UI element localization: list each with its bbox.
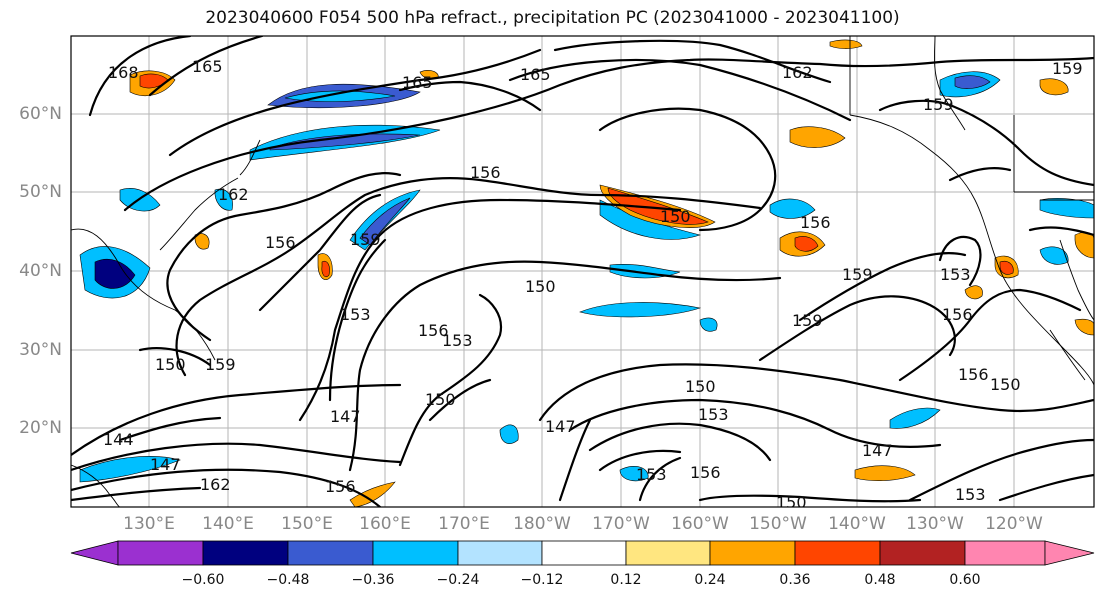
colorbar-tick-label: 0.12	[610, 572, 642, 588]
colorbar-swatch	[117, 540, 204, 566]
contour-label: 162	[782, 63, 813, 82]
contour-label: 150	[525, 277, 556, 296]
colorbar-extend-high	[1044, 540, 1095, 566]
colorbar-tick-label: −0.36	[351, 572, 395, 588]
contour-label: 147	[150, 455, 181, 474]
lon-label: 140°E	[202, 514, 254, 534]
contour-label: 147	[545, 417, 576, 436]
colorbar-swatch	[964, 540, 1046, 566]
contour-label: 156	[958, 365, 989, 384]
contour-label: 159	[205, 355, 236, 374]
contour-label: 159	[792, 311, 823, 330]
contour-labels: 168 165 165 165 162 159 159 162 156 156 …	[103, 57, 1083, 512]
contour-label: 162	[200, 475, 231, 494]
lon-label: 140°W	[828, 514, 886, 534]
lat-label: 40°N	[19, 261, 62, 281]
colorbar-swatch	[541, 540, 627, 566]
contour-label: 156	[800, 213, 831, 232]
colorbar-tick-label: −0.60	[181, 572, 225, 588]
contour-label: 156	[325, 477, 356, 496]
contour-label: 150	[155, 355, 186, 374]
colorbar-tick-label: −0.48	[266, 572, 310, 588]
contour-label: 156	[690, 463, 721, 482]
contours	[71, 36, 1094, 507]
lon-label: 130°E	[123, 514, 175, 534]
colorbar-tick-label: −0.24	[436, 572, 480, 588]
lat-label: 20°N	[19, 418, 62, 438]
contour-label: 159	[842, 265, 873, 284]
lon-label: 150°E	[281, 514, 333, 534]
precip-negative	[79, 71, 1094, 483]
contour-label: 147	[330, 407, 361, 426]
contour-label: 156	[942, 305, 973, 324]
colorbar-swatch	[879, 540, 966, 566]
contour-label: 159	[923, 95, 954, 114]
contour-label: 168	[108, 63, 139, 82]
lon-label: 160°W	[671, 514, 729, 534]
colorbar-swatch	[372, 540, 459, 566]
contour-label: 165	[402, 73, 433, 92]
colorbar-extend-low	[70, 540, 119, 566]
contour-label: 156	[265, 233, 296, 252]
colorbar-tick-label: 0.48	[864, 572, 896, 588]
contour-label: 159	[350, 230, 381, 249]
contour-label: 153	[636, 465, 667, 484]
lon-label: 120°W	[985, 514, 1043, 534]
map-frame	[70, 35, 1095, 508]
colorbar-swatch	[202, 540, 289, 566]
colorbar-swatch	[709, 540, 796, 566]
lon-label: 180°W	[513, 514, 571, 534]
contour-label: 150	[990, 375, 1021, 394]
contour-label: 165	[520, 65, 551, 84]
gridlines	[71, 36, 1094, 507]
contour-label: 153	[955, 485, 986, 504]
lon-label: 160°E	[359, 514, 411, 534]
contour-label: 162	[218, 185, 249, 204]
contour-label: 144	[103, 430, 134, 449]
lon-label: 130°W	[906, 514, 964, 534]
contour-label: 150	[776, 493, 807, 512]
contour-label: 147	[862, 441, 893, 460]
contour-label: 150	[685, 377, 716, 396]
colorbar-tick-label: 0.36	[779, 572, 811, 588]
contour-label: 153	[442, 331, 473, 350]
colorbar-swatch	[625, 540, 711, 566]
colorbar	[70, 540, 1095, 566]
colorbar-swatch	[457, 540, 543, 566]
map-title: 2023040600 F054 500 hPa refract., precip…	[205, 8, 900, 28]
lon-label: 170°E	[438, 514, 490, 534]
lat-label: 60°N	[19, 104, 62, 124]
lon-label: 150°W	[749, 514, 807, 534]
contour-label: 153	[698, 405, 729, 424]
contour-label: 159	[1052, 59, 1083, 78]
contour-label: 156	[418, 321, 449, 340]
contour-label: 150	[425, 390, 456, 409]
contour-label: 150	[660, 207, 691, 226]
contour-label: 156	[470, 163, 501, 182]
lon-label: 170°W	[592, 514, 650, 534]
colorbar-swatch	[287, 540, 374, 566]
lat-label: 30°N	[19, 340, 62, 360]
colorbar-swatch	[794, 540, 881, 566]
lat-label: 50°N	[19, 182, 62, 202]
colorbar-tick-label: 0.60	[949, 572, 981, 588]
contour-label: 165	[192, 57, 223, 76]
colorbar-tick-label: 0.24	[694, 572, 726, 588]
contour-label: 153	[340, 305, 371, 324]
colorbar-tick-label: −0.12	[520, 572, 564, 588]
contour-label: 153	[940, 265, 971, 284]
